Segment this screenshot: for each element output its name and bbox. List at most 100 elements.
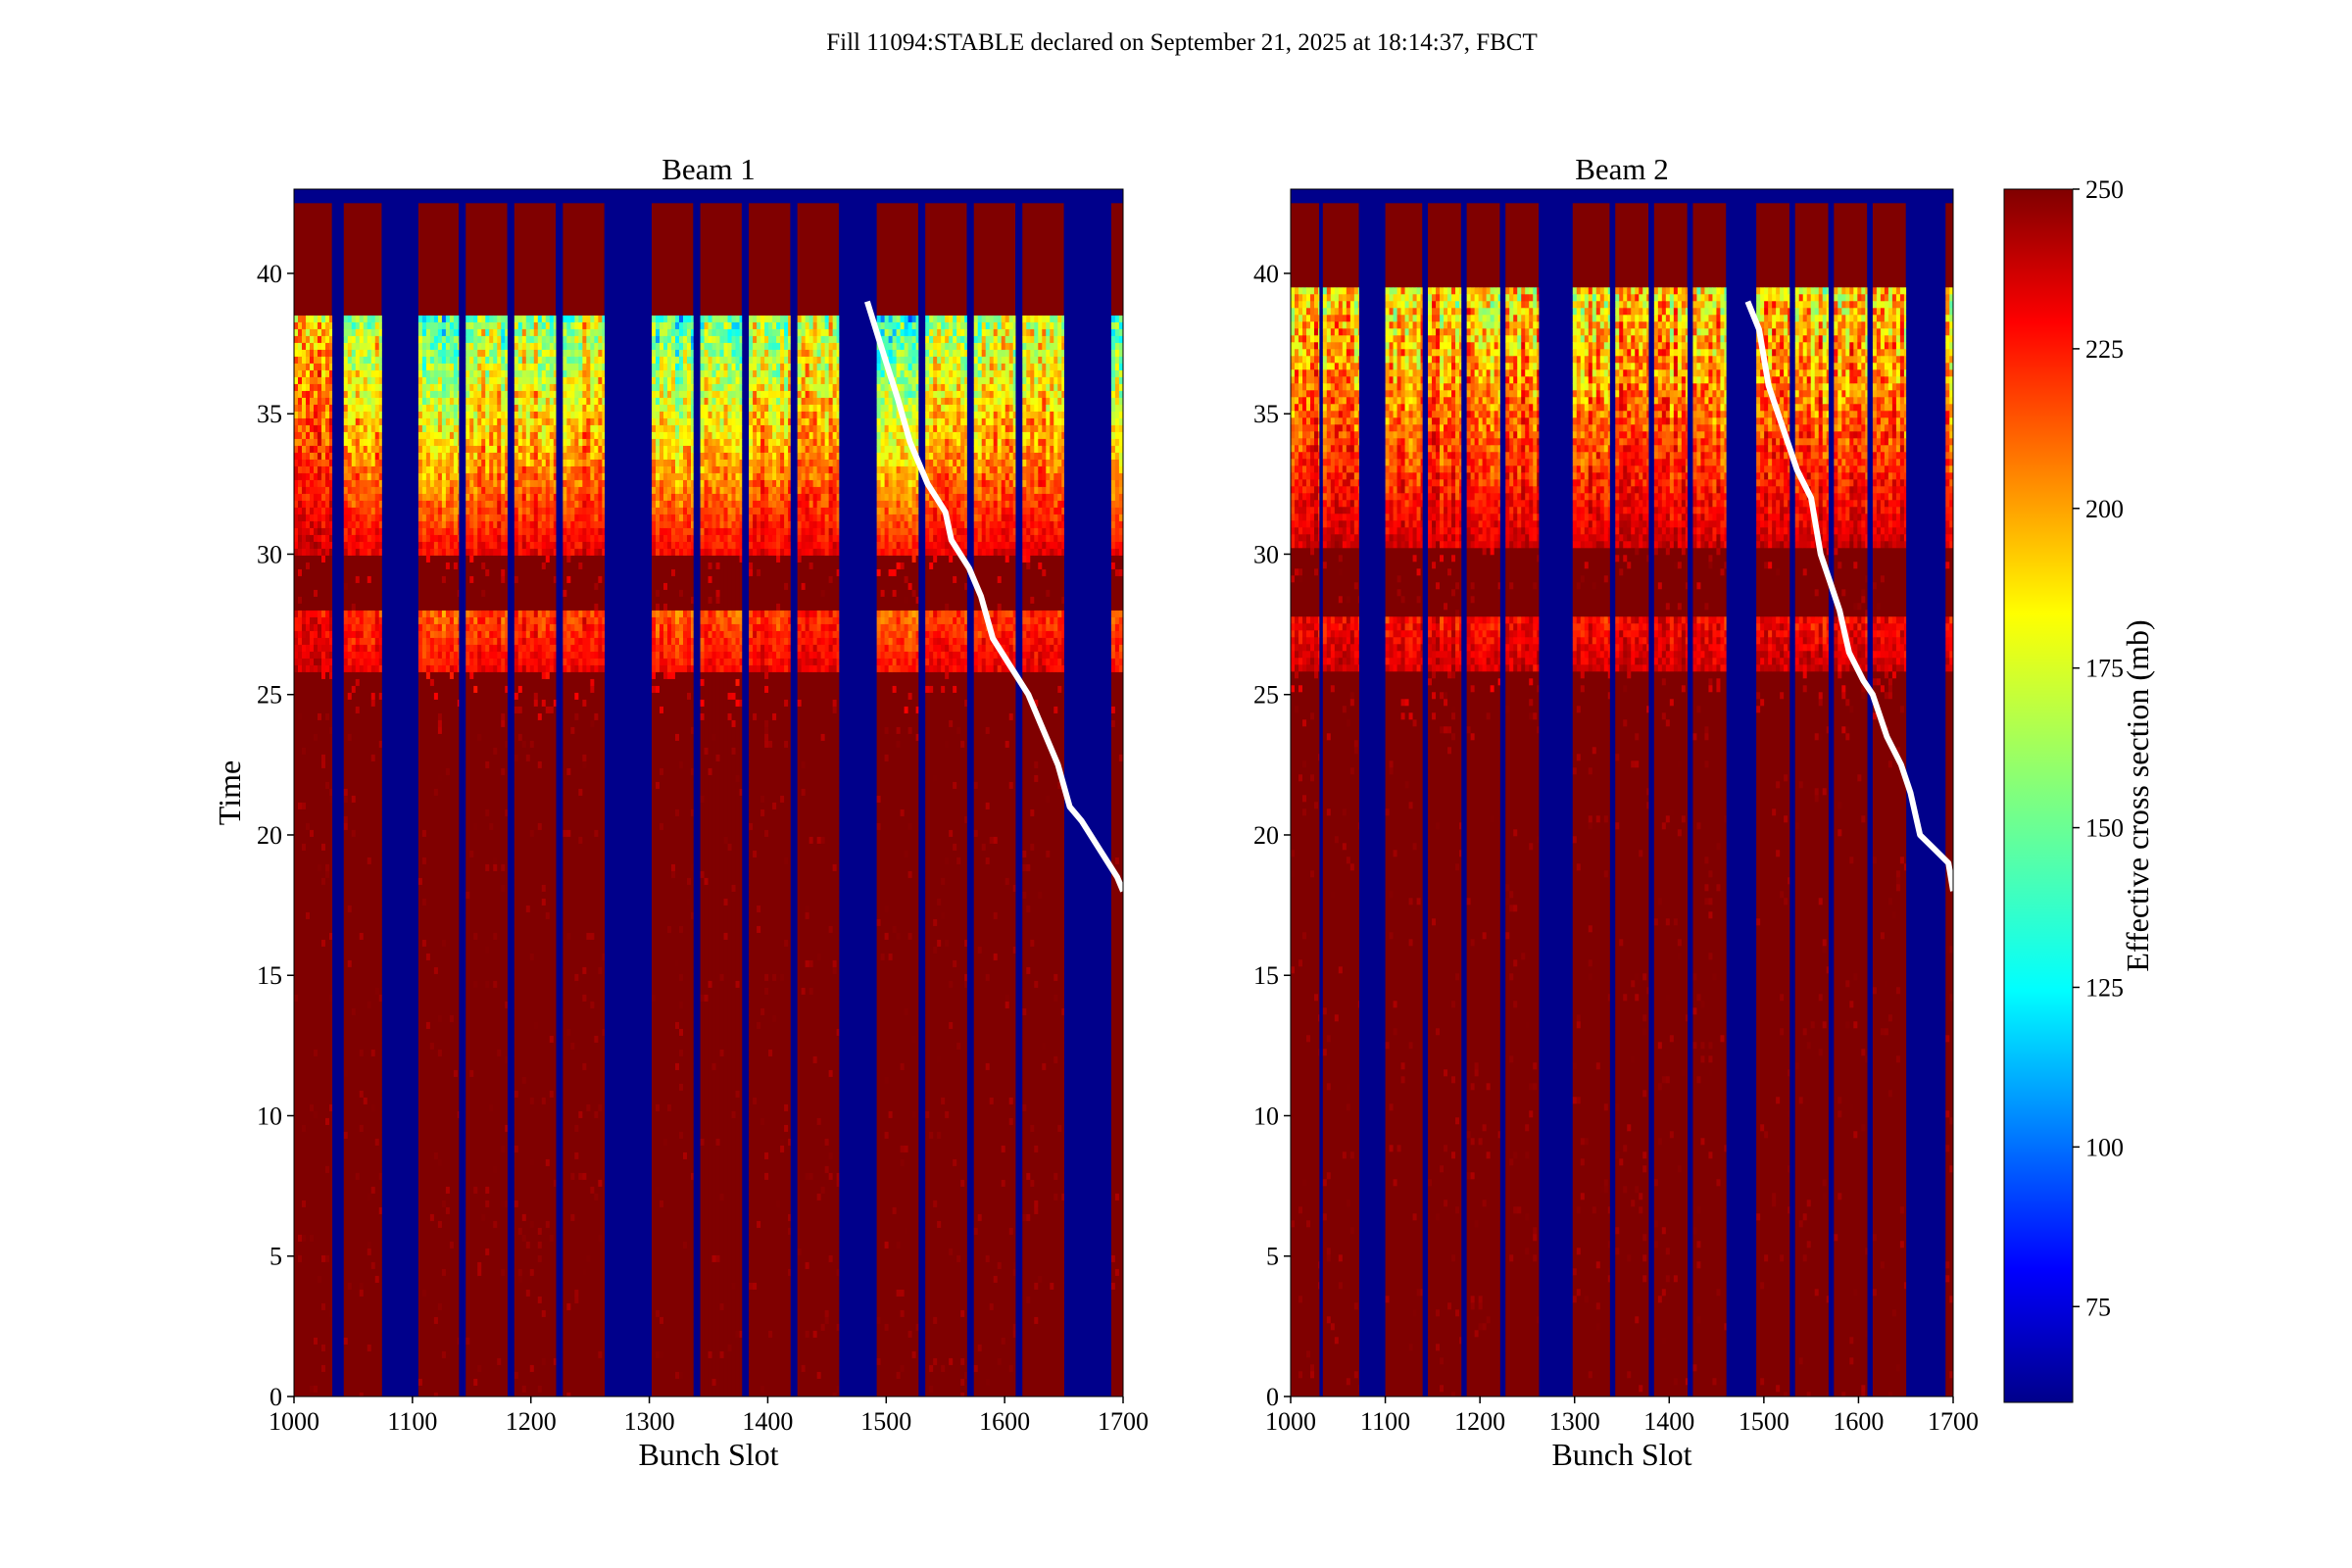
heatmap-cell xyxy=(355,918,361,927)
heatmap-cell xyxy=(355,1110,361,1119)
heatmap-cell xyxy=(429,1316,435,1325)
heatmap-cell xyxy=(318,1110,322,1119)
heatmap-cell xyxy=(306,363,311,371)
heatmap-cell xyxy=(321,1275,326,1284)
heatmap-cell xyxy=(433,808,439,817)
heatmap-cell xyxy=(310,397,315,406)
heatmap-cell xyxy=(359,1158,365,1167)
heatmap-cell xyxy=(314,514,318,522)
heatmap-cell xyxy=(329,1364,333,1373)
heatmap-cell xyxy=(298,678,303,687)
heatmap-cell xyxy=(363,1110,368,1119)
heatmap-cell xyxy=(367,1069,372,1078)
heatmap-cell xyxy=(359,939,365,948)
heatmap-cell xyxy=(363,932,368,941)
heatmap-cell xyxy=(417,877,423,886)
heatmap-cell xyxy=(355,1275,361,1284)
heatmap-cell xyxy=(449,658,455,666)
heatmap-cell xyxy=(433,1364,439,1373)
heatmap-cell xyxy=(310,884,315,893)
heatmap-cell xyxy=(417,1254,423,1263)
heatmap-cell xyxy=(425,383,431,392)
heatmap-cell xyxy=(433,1062,439,1071)
heatmap-cell xyxy=(367,424,372,433)
heatmap-cell xyxy=(329,808,333,817)
heatmap-cell xyxy=(370,939,376,948)
heatmap-cell xyxy=(370,315,376,323)
heatmap-cell xyxy=(378,520,382,529)
heatmap-cell xyxy=(370,562,376,570)
heatmap-cell xyxy=(374,987,380,996)
heatmap-cell xyxy=(302,534,307,543)
heatmap-cell xyxy=(314,397,318,406)
heatmap-cell xyxy=(306,1296,311,1304)
heatmap-cell xyxy=(351,527,357,536)
heatmap-cell xyxy=(417,891,423,900)
heatmap-cell xyxy=(441,884,447,893)
heatmap-cell xyxy=(325,383,330,392)
heatmap-cell xyxy=(355,555,361,564)
heatmap-cell xyxy=(306,616,311,625)
heatmap-cell xyxy=(359,911,365,920)
heatmap-cell xyxy=(359,1206,365,1215)
heatmap-cell xyxy=(457,452,460,461)
heatmap-cell xyxy=(318,740,322,749)
heatmap-cell xyxy=(449,1179,455,1188)
heatmap-cell xyxy=(347,520,353,529)
heatmap-cell xyxy=(351,671,357,680)
heatmap-cell xyxy=(374,486,380,495)
heatmap-cell xyxy=(306,459,311,467)
heatmap-cell xyxy=(457,438,460,447)
heatmap-cell xyxy=(441,342,447,351)
heatmap-cell xyxy=(355,1193,361,1201)
heatmap-cell xyxy=(298,1042,303,1051)
heatmap-cell xyxy=(359,603,365,612)
heatmap-cell xyxy=(314,1323,318,1332)
heatmap-cell xyxy=(343,1152,349,1160)
heatmap-cell xyxy=(325,767,330,776)
heatmap-cell xyxy=(429,905,435,913)
heatmap-cell xyxy=(441,1124,447,1133)
heatmap-cell xyxy=(374,1021,380,1030)
heatmap-cell xyxy=(355,1186,361,1195)
heatmap-cell xyxy=(378,356,382,365)
heatmap-cell xyxy=(355,898,361,906)
heatmap-cell xyxy=(429,733,435,742)
heatmap-cell xyxy=(310,760,315,769)
heatmap-cell xyxy=(343,1131,349,1140)
heatmap-cell xyxy=(457,589,460,598)
heatmap-cell xyxy=(466,644,470,653)
heatmap-cell xyxy=(294,616,299,625)
heatmap-cell xyxy=(363,877,368,886)
heatmap-cell xyxy=(347,349,353,358)
heatmap-cell xyxy=(294,445,299,454)
heatmap-cell xyxy=(417,335,423,344)
heatmap-cell xyxy=(441,1090,447,1099)
heatmap-cell xyxy=(429,1042,435,1051)
heatmap-cell xyxy=(310,514,315,522)
heatmap-cell xyxy=(441,527,447,536)
heatmap-cell xyxy=(351,315,357,323)
heatmap-cell xyxy=(329,1062,333,1071)
heatmap-cell xyxy=(429,719,435,728)
heatmap-cell xyxy=(294,863,299,872)
heatmap-cell xyxy=(433,1158,439,1167)
heatmap-cell xyxy=(449,699,455,708)
heatmap-cell xyxy=(453,1131,459,1140)
heatmap-cell xyxy=(321,712,326,721)
heatmap-cell xyxy=(325,328,330,337)
heatmap-cell xyxy=(425,754,431,762)
heatmap-cell xyxy=(359,973,365,982)
heatmap-cell xyxy=(433,1289,439,1298)
heatmap-cell xyxy=(437,445,443,454)
heatmap-cell xyxy=(370,1309,376,1318)
heatmap-cell xyxy=(325,335,330,344)
heatmap-cell xyxy=(302,411,307,419)
heatmap-cell xyxy=(302,1117,307,1126)
heatmap-cell xyxy=(367,575,372,584)
heatmap-cell xyxy=(437,664,443,673)
heatmap-cell xyxy=(367,431,372,440)
heatmap-cell xyxy=(429,671,435,680)
heatmap-cell xyxy=(370,1234,376,1243)
